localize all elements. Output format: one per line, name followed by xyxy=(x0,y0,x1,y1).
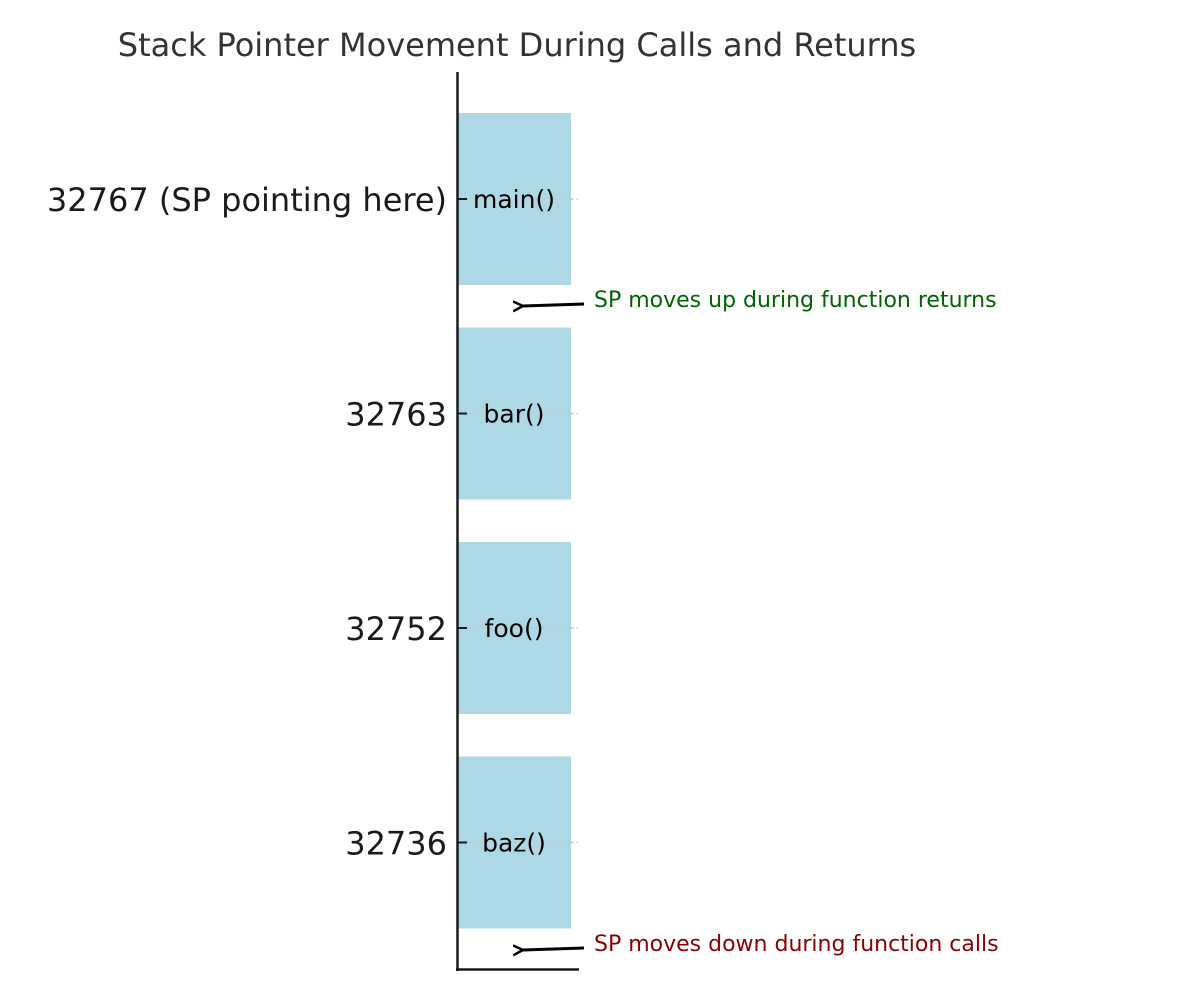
call-annotation-text: SP moves down during function calls xyxy=(594,932,999,957)
frame-label: main() xyxy=(473,185,555,214)
y-tick-label: 32763 xyxy=(345,396,447,434)
y-tick-label: 32752 xyxy=(345,610,447,648)
call-annotation: SP moves down during function calls xyxy=(523,932,999,957)
return-annotation: SP moves up during function returns xyxy=(523,288,997,313)
y-tick-label: 32767 (SP pointing here) xyxy=(47,181,447,219)
return-annotation-text: SP moves up during function returns xyxy=(594,288,997,313)
stack-frames: main() 32767 (SP pointing here) bar() 32763… xyxy=(47,113,578,929)
frame-label: bar() xyxy=(484,400,545,429)
frame-label: baz() xyxy=(482,829,546,858)
call-arrow xyxy=(523,948,585,950)
chart-title: Stack Pointer Movement During Calls and … xyxy=(118,26,916,64)
return-arrow xyxy=(523,304,585,306)
frame-label: foo() xyxy=(485,614,544,643)
y-tick-label: 32736 xyxy=(345,825,447,863)
